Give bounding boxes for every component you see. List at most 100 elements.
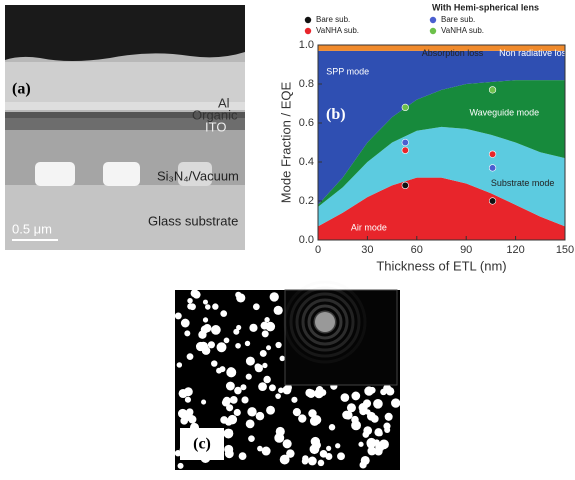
area xyxy=(318,50,565,205)
y-tick-label: 0.4 xyxy=(299,156,314,168)
legend-marker xyxy=(304,27,312,35)
particle xyxy=(325,452,333,460)
particle xyxy=(373,399,383,409)
particle xyxy=(233,408,241,417)
particle xyxy=(252,303,260,311)
particle xyxy=(202,299,208,305)
particle xyxy=(227,367,235,375)
particle xyxy=(367,446,377,456)
particle xyxy=(309,416,320,426)
particle xyxy=(266,405,275,415)
grating xyxy=(35,162,75,186)
particle xyxy=(308,409,317,418)
layer-label: Organic xyxy=(192,107,238,122)
particle xyxy=(233,328,240,335)
y-tick-label: 0.6 xyxy=(299,117,314,129)
particle xyxy=(351,391,361,401)
layer xyxy=(5,62,245,102)
layer-label: Si₃N₄/Vacuum xyxy=(157,168,239,183)
particle xyxy=(263,375,271,384)
marker xyxy=(488,197,497,205)
particle xyxy=(192,290,201,299)
area-label: Waveguide mode xyxy=(469,108,539,118)
layer-label: Glass substrate xyxy=(148,213,238,228)
particle xyxy=(279,355,285,362)
fft-center xyxy=(315,312,335,332)
particle xyxy=(384,412,393,421)
particle xyxy=(198,330,207,339)
particle xyxy=(184,396,191,403)
particle xyxy=(337,452,345,461)
particle xyxy=(249,323,258,332)
y-axis-label: Mode Fraction / EQE xyxy=(278,81,293,203)
particle xyxy=(247,407,257,417)
scale-label: 0.5 μm xyxy=(12,221,52,236)
particle xyxy=(373,439,380,446)
particle xyxy=(358,441,364,447)
particle xyxy=(257,445,263,452)
particle xyxy=(343,410,353,420)
particle xyxy=(195,341,206,352)
particle xyxy=(244,340,251,347)
area-label: Air mode xyxy=(351,223,387,233)
legend-label: Bare sub. xyxy=(316,15,350,24)
fft-ring xyxy=(295,292,355,352)
x-tick-label: 60 xyxy=(411,244,423,256)
particle xyxy=(374,428,383,437)
fft-ring xyxy=(283,280,367,364)
legend-title: With Hemi-spherical lens xyxy=(432,2,539,12)
particle xyxy=(245,356,255,366)
particle xyxy=(359,407,368,416)
particle xyxy=(229,395,238,404)
x-axis-label: Thickness of ETL (nm) xyxy=(376,258,506,273)
layer xyxy=(5,118,245,130)
particle xyxy=(227,414,238,425)
x-tick-label: 0 xyxy=(315,244,321,256)
legend-marker xyxy=(429,16,437,24)
plot-frame xyxy=(317,44,566,241)
particle xyxy=(255,411,265,421)
particle xyxy=(219,366,226,373)
particle xyxy=(225,381,235,391)
grating xyxy=(178,162,212,186)
particle xyxy=(235,342,241,349)
particle xyxy=(282,439,292,449)
area xyxy=(318,45,565,51)
panel-label: (b) xyxy=(326,106,346,123)
particle xyxy=(319,450,328,458)
particle xyxy=(291,396,298,403)
particle xyxy=(273,305,283,315)
particle xyxy=(189,303,196,311)
particle xyxy=(177,462,184,469)
legend-marker xyxy=(429,27,437,35)
particle xyxy=(248,435,255,442)
marker xyxy=(401,146,409,154)
layer xyxy=(5,102,245,110)
particle xyxy=(184,330,191,337)
particle xyxy=(307,456,317,466)
particle xyxy=(176,362,183,368)
particle xyxy=(274,432,285,443)
top-layer xyxy=(5,5,245,61)
particle xyxy=(264,317,270,323)
y-tick-label: 0.8 xyxy=(299,78,314,90)
particle xyxy=(261,446,271,456)
particle xyxy=(183,410,193,421)
marker xyxy=(488,164,497,172)
particle xyxy=(262,362,268,369)
particle xyxy=(261,330,269,338)
particle xyxy=(279,454,290,465)
fft-inset xyxy=(284,289,398,386)
particle xyxy=(260,321,269,330)
particle xyxy=(205,304,211,310)
particle xyxy=(238,452,247,460)
particle xyxy=(266,345,272,351)
particle xyxy=(278,387,284,394)
particle xyxy=(319,389,327,396)
particle xyxy=(174,312,182,320)
particle xyxy=(328,424,336,431)
particle xyxy=(254,364,263,373)
x-tick-label: 150 xyxy=(556,244,574,256)
